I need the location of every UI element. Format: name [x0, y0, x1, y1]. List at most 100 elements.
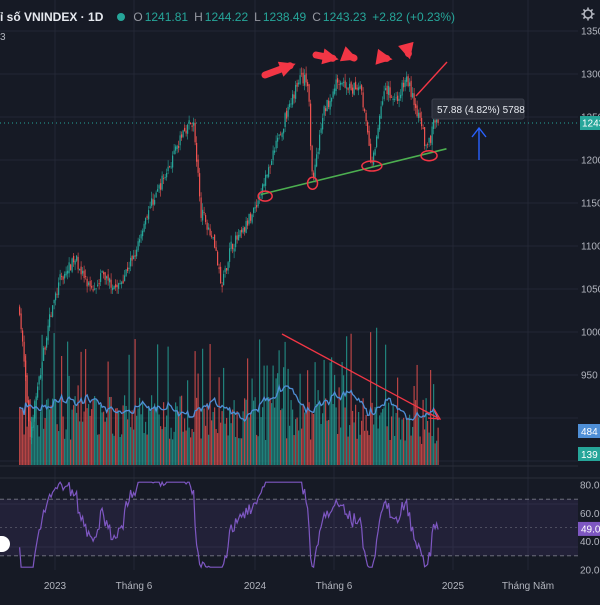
candle-body [46, 338, 47, 348]
candle-body [216, 247, 217, 251]
volume-bar [117, 408, 118, 465]
volume-bar [132, 410, 133, 465]
volume-bar [369, 435, 370, 465]
volume-bar [195, 351, 196, 465]
candle-body [346, 87, 347, 88]
volume-bar [349, 425, 350, 465]
candle-body [177, 146, 178, 149]
high-label: H [194, 10, 203, 24]
candle-body [141, 234, 142, 238]
rsi-value-label: 49.0 [581, 524, 600, 535]
volume-bar [142, 401, 143, 465]
volume-bar [138, 408, 139, 465]
candle-body [276, 141, 277, 149]
candle-body [82, 271, 83, 274]
volume-bar [205, 426, 206, 465]
candle-body [337, 78, 338, 82]
support-touch-ellipse [421, 151, 437, 161]
candle-body [388, 86, 389, 95]
candle-body [103, 272, 104, 274]
volume-bar [427, 421, 428, 465]
candle-body [55, 293, 56, 300]
volume-bar [300, 374, 301, 465]
volume-bar [286, 438, 287, 465]
volume-bar [409, 415, 410, 465]
candle-body [190, 123, 191, 124]
volume-bar [385, 345, 386, 465]
volume-bar [96, 400, 97, 465]
candle-body [160, 183, 161, 190]
volume-bar [99, 434, 100, 465]
candle-body [322, 118, 323, 129]
candle-body [243, 228, 244, 233]
volume-bar [37, 425, 38, 465]
volume-bar [315, 362, 316, 465]
candle-body [352, 88, 353, 94]
volume-bar [406, 420, 407, 465]
candle-body [51, 316, 52, 317]
volume-bar [112, 434, 113, 465]
volume-bar [259, 339, 260, 465]
volume-bar [235, 437, 236, 465]
volume-bar [261, 417, 262, 465]
volume-bar [307, 370, 308, 465]
volume-bar [319, 400, 320, 465]
volume-bar [255, 397, 256, 465]
volume-bar [82, 422, 83, 465]
volume-bar [171, 428, 172, 465]
volume-bar [91, 409, 92, 465]
volume-bar [436, 441, 437, 465]
settings-gear-icon[interactable] [582, 8, 595, 21]
volume-bar [58, 431, 59, 465]
candle-body [88, 283, 89, 285]
volume-bar [375, 407, 376, 465]
gear-tooth [583, 17, 585, 19]
candle-body [171, 167, 172, 168]
candle-body [250, 213, 251, 220]
volume-bar [424, 429, 425, 465]
volume-bar [376, 328, 377, 465]
candle-body [255, 207, 256, 208]
candle-body [240, 230, 241, 236]
candle-body [321, 128, 322, 133]
volume-bar [232, 410, 233, 465]
candle-body [189, 120, 190, 124]
candle-body [57, 294, 58, 295]
candle-body [63, 277, 64, 280]
candle-body [184, 128, 185, 131]
volume-bar [135, 339, 136, 465]
candle-body [145, 218, 146, 224]
volume-bar [159, 414, 160, 465]
volume-bar [102, 412, 103, 465]
candle-body [354, 83, 355, 95]
volume-bar [352, 411, 353, 465]
candle-body [411, 81, 412, 97]
candle-body [385, 88, 386, 90]
candle-body [118, 283, 119, 289]
peak-arrow-head [398, 42, 413, 60]
volume-bar [133, 430, 134, 465]
candle-body [343, 82, 344, 83]
volume-bar [130, 427, 131, 465]
volume-bar [228, 435, 229, 465]
volume-bar [19, 407, 20, 465]
candle-body [130, 258, 131, 267]
volume-bar [108, 362, 109, 465]
volume-bar [78, 385, 79, 465]
volume-bar [289, 426, 290, 465]
volume-bar [214, 407, 215, 465]
candle-body [282, 133, 283, 137]
volume-bar [45, 418, 46, 465]
candle-body [415, 104, 416, 108]
candle-body [249, 214, 250, 224]
volume-bar [57, 424, 58, 465]
candle-body [124, 275, 125, 281]
candle-body [414, 93, 415, 105]
time-axis-tick: Tháng 6 [316, 581, 353, 592]
indicator-count-badge[interactable]: 3 [0, 32, 6, 43]
open-label: O [133, 10, 142, 24]
volume-bar [24, 434, 25, 465]
symbol-title[interactable]: ỉ số VNINDEX · 1D [0, 10, 103, 24]
